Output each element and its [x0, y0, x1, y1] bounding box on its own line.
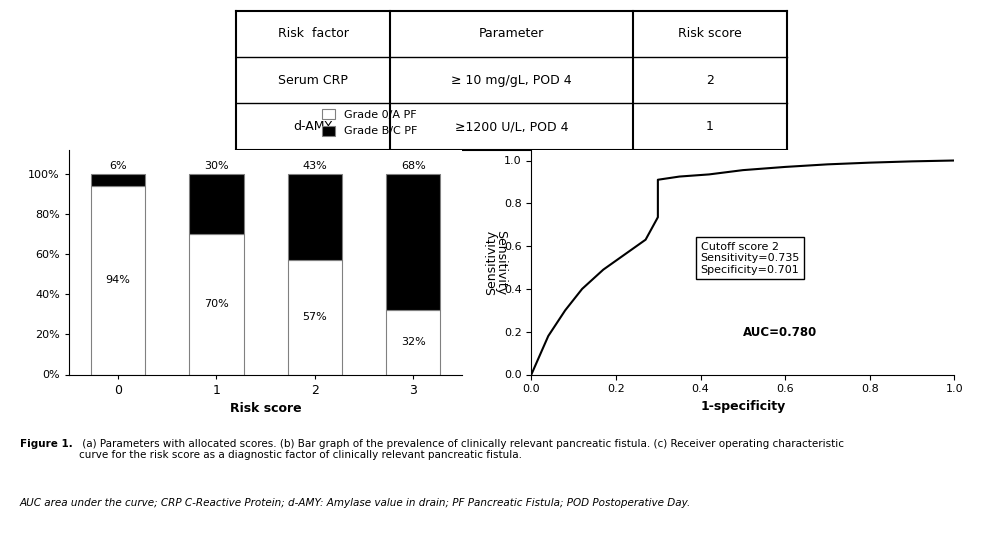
Text: Serum CRP: Serum CRP [278, 74, 348, 87]
Text: (a) Parameters with allocated scores. (b) Bar graph of the prevalence of clinica: (a) Parameters with allocated scores. (b… [79, 439, 844, 460]
Text: ≥ 10 mg/gL, POD 4: ≥ 10 mg/gL, POD 4 [452, 74, 572, 87]
Bar [387, 310, 441, 374]
Y-axis label: Sensitivity: Sensitivity [485, 230, 498, 295]
Text: 57%: 57% [302, 312, 328, 322]
Bar [190, 174, 244, 234]
X-axis label: Risk score: Risk score [230, 402, 301, 415]
Text: 1: 1 [707, 120, 714, 133]
Bar [288, 174, 342, 260]
Bar [92, 186, 146, 374]
Text: Parameter: Parameter [479, 27, 544, 40]
Text: 2: 2 [707, 74, 714, 87]
Text: 43%: 43% [302, 161, 328, 171]
Text: Risk score: Risk score [678, 27, 742, 40]
Text: AUC=0.780: AUC=0.780 [743, 326, 817, 339]
Text: AUC area under the curve; CRP C-Reactive Protein; d-AMY: Amylase value in drain;: AUC area under the curve; CRP C-Reactive… [20, 499, 691, 508]
Legend: Grade 0/A PF, Grade B/C PF: Grade 0/A PF, Grade B/C PF [319, 106, 421, 140]
X-axis label: 1-specificity: 1-specificity [701, 400, 785, 413]
Bar [288, 260, 342, 374]
Bar [92, 174, 146, 186]
Text: d-AMY: d-AMY [294, 120, 333, 133]
Bar [387, 174, 441, 310]
Text: Sensitivity: Sensitivity [494, 230, 507, 295]
Text: 6%: 6% [109, 161, 127, 171]
Text: 70%: 70% [204, 299, 229, 309]
Text: Risk  factor: Risk factor [277, 27, 348, 40]
Text: Cutoff score 2
Sensitivity=0.735
Specificity=0.701: Cutoff score 2 Sensitivity=0.735 Specifi… [701, 242, 800, 275]
Text: 94%: 94% [105, 275, 131, 285]
Text: 68%: 68% [400, 161, 426, 171]
Bar [190, 234, 244, 374]
Text: ≥1200 U/L, POD 4: ≥1200 U/L, POD 4 [455, 120, 569, 133]
Text: 32%: 32% [400, 338, 426, 347]
Text: Figure 1.: Figure 1. [20, 439, 73, 449]
Text: 30%: 30% [204, 161, 229, 171]
